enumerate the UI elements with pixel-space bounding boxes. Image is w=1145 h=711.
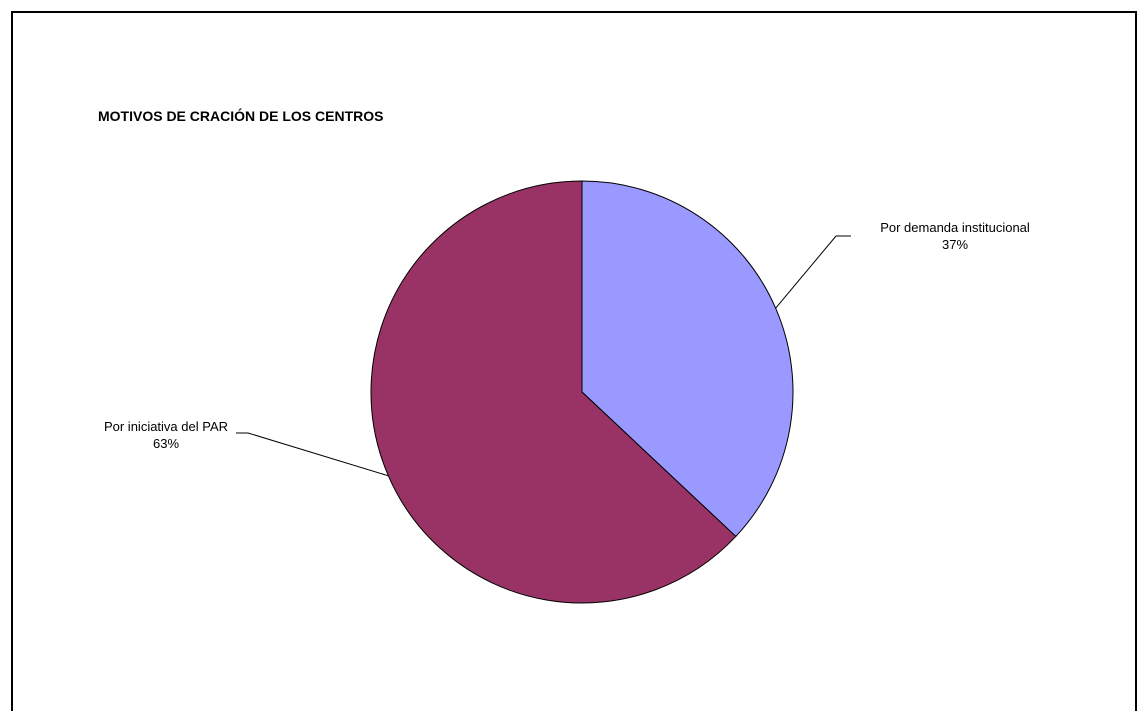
slice-category-label: Por iniciativa del PAR <box>104 419 228 434</box>
leader-line <box>236 432 389 477</box>
leader-line <box>775 235 851 309</box>
pie-slice <box>581 180 794 538</box>
pie-slice <box>370 180 737 604</box>
slice-value-label: 37% <box>942 237 968 252</box>
slice-category-label: Por demanda institucional <box>880 220 1030 235</box>
slice-value-label: 63% <box>153 436 179 451</box>
chart-title: MOTIVOS DE CRACIÓN DE LOS CENTROS <box>98 108 384 124</box>
